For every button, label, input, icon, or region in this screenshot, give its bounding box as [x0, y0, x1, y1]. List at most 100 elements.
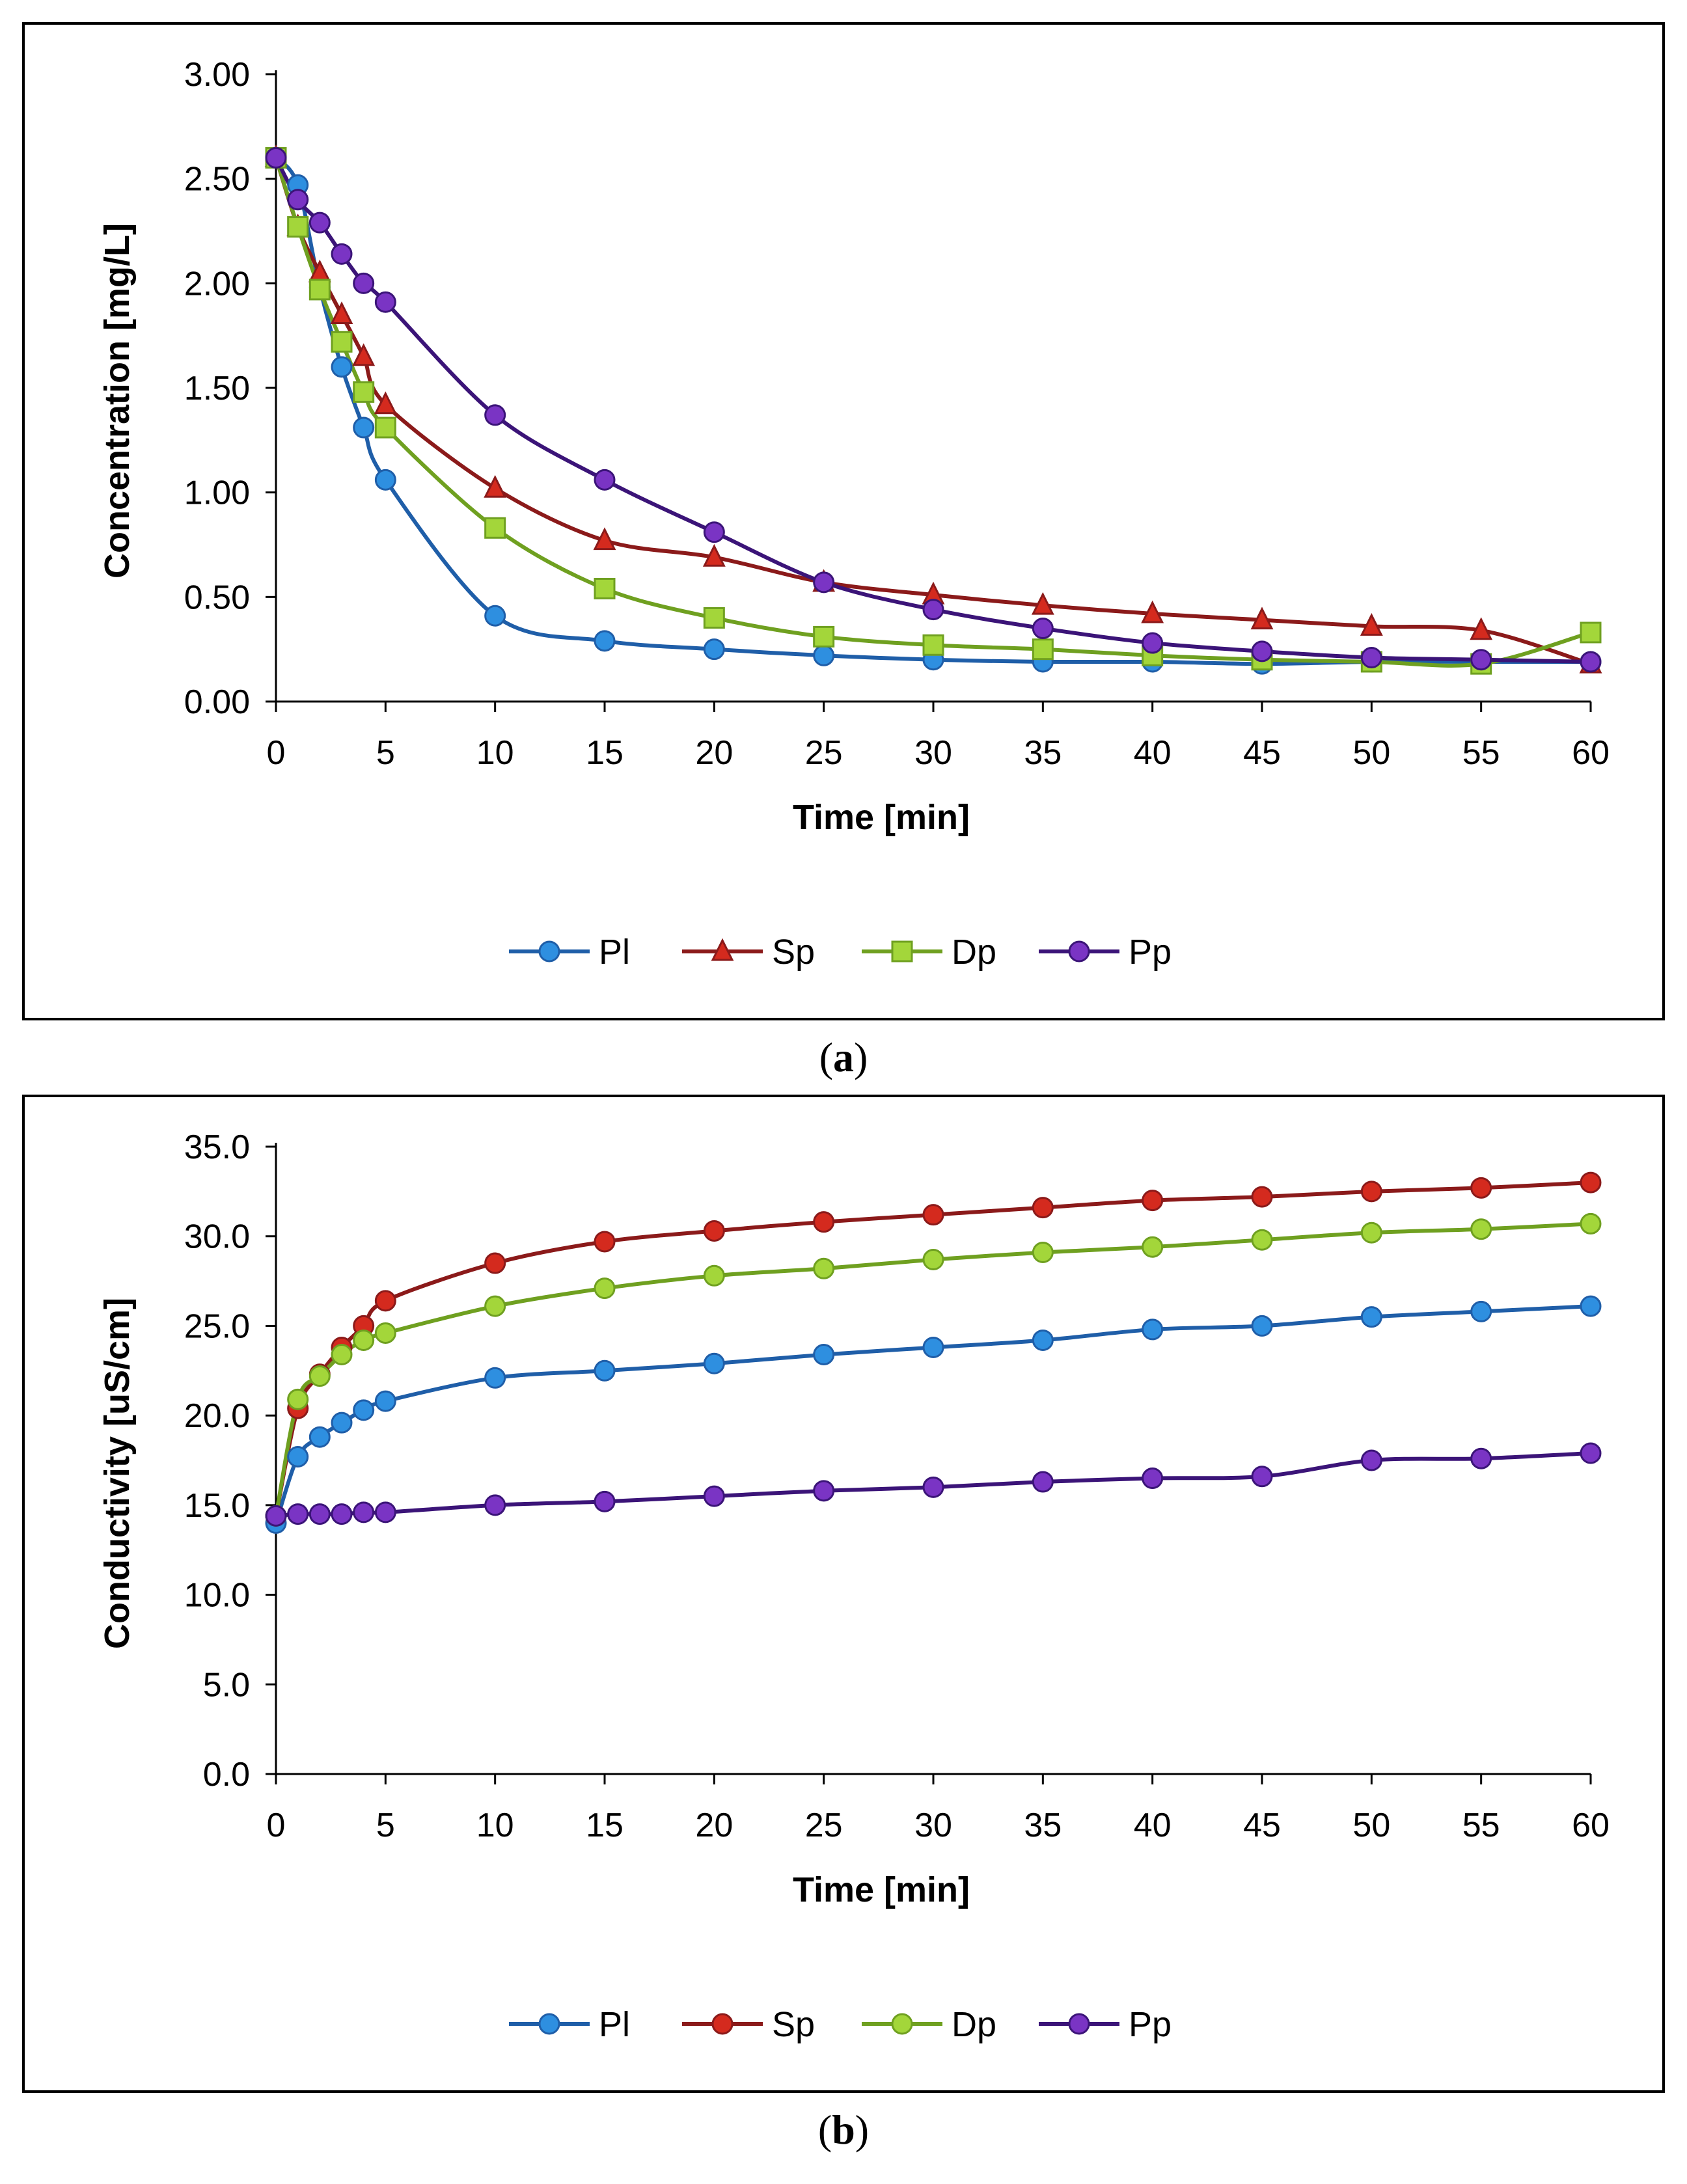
chart-a-legend-label: Sp [772, 933, 815, 972]
chart-b-point-pl [287, 1445, 309, 1467]
chart-b-point-sp [594, 1231, 616, 1253]
chart-b-point-dp [1251, 1229, 1273, 1251]
chart-b-legend-marker [538, 2013, 560, 2035]
chart-a-point-pp [484, 404, 506, 426]
chart-b-point-pl [1032, 1329, 1054, 1351]
chart-a-point-dp [594, 577, 616, 599]
chart-a-legend-item-pl: Pl [509, 933, 630, 972]
chart-b-y-axis-title: Conductivity [uS/cm] [98, 1298, 137, 1649]
chart-b-point-dp [331, 1343, 353, 1365]
chart-a-point-pp [1032, 618, 1054, 640]
chart-b-point-pp [813, 1480, 835, 1502]
chart-a-point-dp [353, 381, 375, 403]
chart-b-x-tick-label: 30 [914, 1807, 952, 1844]
chart-b-y-tick-label: 35.0 [184, 1128, 250, 1166]
chart-a-legend-item-sp: Sp [682, 933, 815, 972]
chart-a-point-sp [702, 543, 726, 567]
chart-b-point-dp [287, 1388, 309, 1410]
chart-b-point-dp [374, 1322, 396, 1344]
chart-a-y-tick-label: 2.00 [184, 265, 250, 303]
chart-panel-a: 0.00 0.50 1.00 1.50 2.00 2.50 3.00 0 5 10 15 20 25 30… [22, 22, 1665, 1020]
chart-b-point-pp [374, 1501, 396, 1523]
chart-b-point-pl [813, 1343, 835, 1365]
chart-a-x-tick-label: 45 [1243, 734, 1281, 772]
chart-a-legend-marker [1068, 940, 1090, 962]
chart-a-point-sp [1141, 600, 1164, 623]
chart-b-legend-marker [1068, 2013, 1090, 2035]
caption-a-letter: a [833, 1034, 854, 1080]
chart-b-point-sp [703, 1220, 725, 1242]
chart-a-y-axis-title: Concentration [mg/L] [98, 223, 137, 579]
chart-a-point-dp [703, 607, 725, 629]
chart-a-point-pp [309, 212, 331, 234]
chart-a-x-tick-label: 5 [376, 734, 395, 772]
chart-a-point-pp [1470, 649, 1492, 671]
chart-b-x-tick-label: 40 [1134, 1807, 1172, 1844]
chart-a-point-pp [1251, 640, 1273, 662]
chart-b-point-pl [922, 1336, 944, 1358]
chart-a-point-pp [374, 291, 396, 313]
chart-b-point-dp [1470, 1218, 1492, 1240]
chart-b-x-tick-label: 0 [267, 1807, 286, 1844]
chart-b-legend-label: Pp [1129, 2005, 1172, 2044]
chart-b-point-pl [703, 1352, 725, 1374]
chart-b-point-dp [309, 1365, 331, 1387]
chart-b-y-tick-label: 30.0 [184, 1218, 250, 1256]
chart-b-series-pl-points [265, 1295, 1602, 1534]
chart-a-point-dp [813, 625, 835, 648]
chart-a-point-pp [594, 469, 616, 491]
chart-b-x-tick-label: 45 [1243, 1807, 1281, 1844]
chart-a-point-sp [484, 474, 507, 498]
chart-b-legend-label: Dp [952, 2005, 996, 2044]
chart-a-x-tick-label: 30 [914, 734, 952, 772]
chart-a-point-pp [1142, 632, 1164, 654]
chart-b-point-pp [1360, 1449, 1382, 1471]
chart-a-point-dp [309, 279, 331, 301]
chart-b-point-pl [331, 1412, 353, 1434]
chart-a-point-dp [484, 517, 506, 539]
chart-a-point-pl [813, 644, 835, 666]
chart-b-point-sp [1142, 1190, 1164, 1212]
chart-a-series-sp-points [264, 144, 1602, 674]
chart-b-legend-marker [891, 2013, 913, 2035]
chart-b-point-pp [353, 1501, 375, 1523]
chart-a-point-pp [703, 521, 725, 543]
chart-b-legend-label: Pl [599, 2005, 630, 2044]
chart-b-legend-item-dp: Dp [862, 2005, 996, 2044]
chart-b-point-pp [922, 1476, 944, 1498]
chart-b-point-pp [484, 1494, 506, 1516]
chart-b-point-pp [287, 1503, 309, 1525]
chart-a-x-axis-title: Time [min] [793, 798, 970, 837]
chart-a-point-dp [331, 331, 353, 353]
chart-a-point-sp [352, 343, 376, 366]
chart-a-legend-marker [711, 938, 734, 961]
chart-a-x-tick-label: 55 [1462, 734, 1500, 772]
chart-b-y-tick-label: 0.0 [203, 1756, 250, 1794]
chart-b-point-dp [1142, 1236, 1164, 1258]
chart-b-x-tick-label: 60 [1572, 1807, 1610, 1844]
chart-b-point-pl [309, 1426, 331, 1448]
chart-a-legend-item-pp: Pp [1039, 933, 1172, 972]
chart-b-x-tick-label: 55 [1462, 1807, 1500, 1844]
chart-b-point-pl [1360, 1306, 1382, 1328]
caption-b: (b) [817, 2107, 870, 2153]
chart-a-point-pl [484, 605, 506, 627]
chart-a-legend-label: Dp [952, 933, 996, 972]
chart-a-point-pp [813, 571, 835, 594]
chart-b-series-sp-points [265, 1171, 1602, 1527]
chart-a-y-tick-label: 2.50 [184, 161, 250, 198]
chart-b-point-pl [594, 1359, 616, 1382]
chart-a-x-tick-label: 0 [267, 734, 286, 772]
chart-b-point-sp [922, 1204, 944, 1226]
chart-b-point-dp [353, 1329, 375, 1351]
chart-a-point-sp [1031, 592, 1054, 615]
chart-b-point-pl [1470, 1300, 1492, 1322]
chart-b-y-tick-label: 15.0 [184, 1487, 250, 1525]
chart-b-point-pl [374, 1390, 396, 1412]
chart-a-point-sp [593, 527, 616, 551]
chart-b-point-pp [703, 1485, 725, 1507]
chart-b-x-axis-title: Time [min] [793, 1870, 970, 1909]
chart-b-point-pp [1470, 1447, 1492, 1469]
chart-a-x-tick-label: 20 [695, 734, 733, 772]
chart-b-x-tick-label: 15 [586, 1807, 624, 1844]
